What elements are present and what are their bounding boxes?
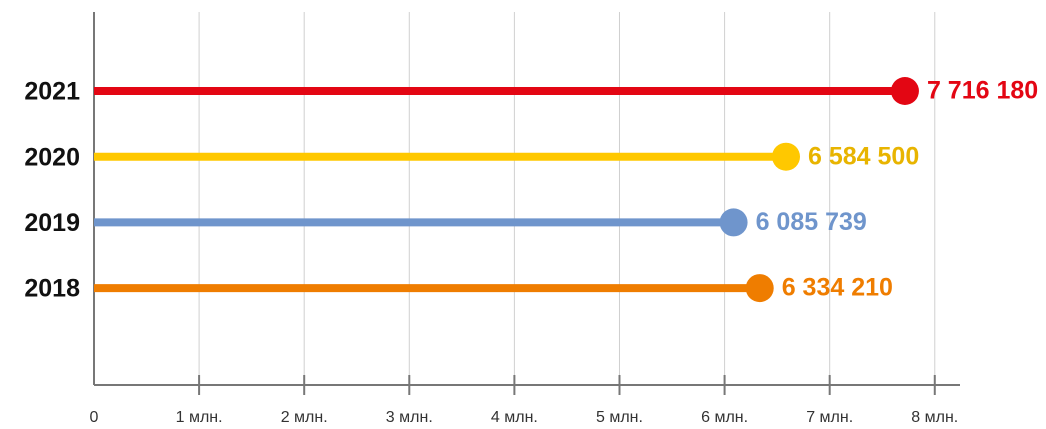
dot bbox=[772, 142, 801, 171]
category-label: 2018 bbox=[24, 275, 80, 303]
x-tick-label: 8 млн. bbox=[911, 409, 958, 426]
x-tick-label: 7 млн. bbox=[806, 409, 853, 426]
dot bbox=[719, 208, 748, 237]
x-tick-label: 2 млн. bbox=[281, 409, 328, 426]
value-label: 7 716 180 bbox=[927, 77, 1038, 105]
category-label: 2021 bbox=[24, 78, 80, 106]
value-label: 6 334 210 bbox=[782, 274, 893, 302]
dot bbox=[890, 77, 919, 105]
dot bbox=[745, 274, 774, 303]
x-tick-label: 4 млн. bbox=[491, 409, 538, 426]
value-label: 6 085 739 bbox=[756, 208, 867, 236]
x-tick-label: 6 млн. bbox=[701, 409, 748, 426]
value-label: 6 584 500 bbox=[808, 142, 919, 170]
x-tick-label: 5 млн. bbox=[596, 409, 643, 426]
category-label: 2019 bbox=[24, 209, 80, 237]
x-tick-label: 3 млн. bbox=[386, 409, 433, 426]
x-tick-label: 0 bbox=[90, 409, 99, 426]
x-tick-label: 1 млн. bbox=[176, 409, 223, 426]
category-label: 2020 bbox=[24, 143, 80, 171]
